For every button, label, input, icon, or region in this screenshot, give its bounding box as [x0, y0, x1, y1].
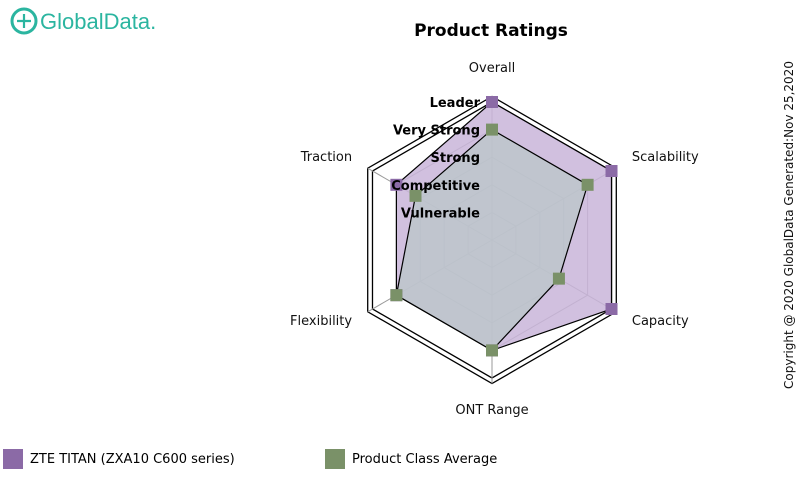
data-point-1-5: [409, 189, 422, 202]
axis-label: Overall: [469, 61, 515, 76]
axis-label: Flexibility: [290, 314, 352, 329]
legend-swatch: [3, 449, 23, 469]
copyright-notice: Copyright @ 2020 GlobalData Generated:No…: [782, 61, 796, 389]
radar-series-layer: [390, 96, 618, 357]
axis-label: Traction: [300, 150, 352, 165]
brand-name: GlobalData.: [40, 9, 156, 34]
axis-label: Capacity: [632, 314, 689, 329]
data-point-0-5: [390, 178, 403, 191]
legend-item-class-average: Product Class Average: [325, 448, 497, 470]
data-point-1-1: [581, 178, 594, 191]
chart-title: Product Ratings: [414, 21, 568, 41]
legend-label: ZTE TITAN (ZXA10 C600 series): [30, 451, 235, 467]
axis-label: ONT Range: [455, 403, 528, 418]
level-label: Vulnerable: [401, 206, 480, 221]
level-labels: Vulnerable Competitive Strong Very Strong Le…: [391, 96, 480, 221]
level-label: Leader: [430, 96, 481, 111]
axis-labels: Overall Scalability Capacity ONT Range Flexi…: [290, 61, 699, 418]
globaldata-logo: GlobalData.: [8, 4, 188, 38]
data-point-1-3: [486, 344, 498, 357]
axis-label: Scalability: [632, 150, 699, 165]
data-point-0-1: [605, 165, 618, 177]
level-label: Very Strong: [393, 124, 480, 139]
level-label: Strong: [431, 151, 480, 166]
data-point-1-2: [552, 272, 565, 285]
level-label: Competitive: [391, 179, 480, 194]
legend-label: Product Class Average: [352, 451, 498, 467]
data-point-0-2: [605, 303, 618, 315]
data-point-1-4: [390, 289, 403, 302]
globaldata-logo-mark: GlobalData.: [10, 7, 156, 35]
legend-swatch: [325, 449, 345, 469]
data-point-0-0: [486, 96, 498, 108]
data-point-1-0: [486, 123, 498, 136]
legend-item-zte-titan: ZTE TITAN (ZXA10 C600 series): [3, 448, 235, 470]
